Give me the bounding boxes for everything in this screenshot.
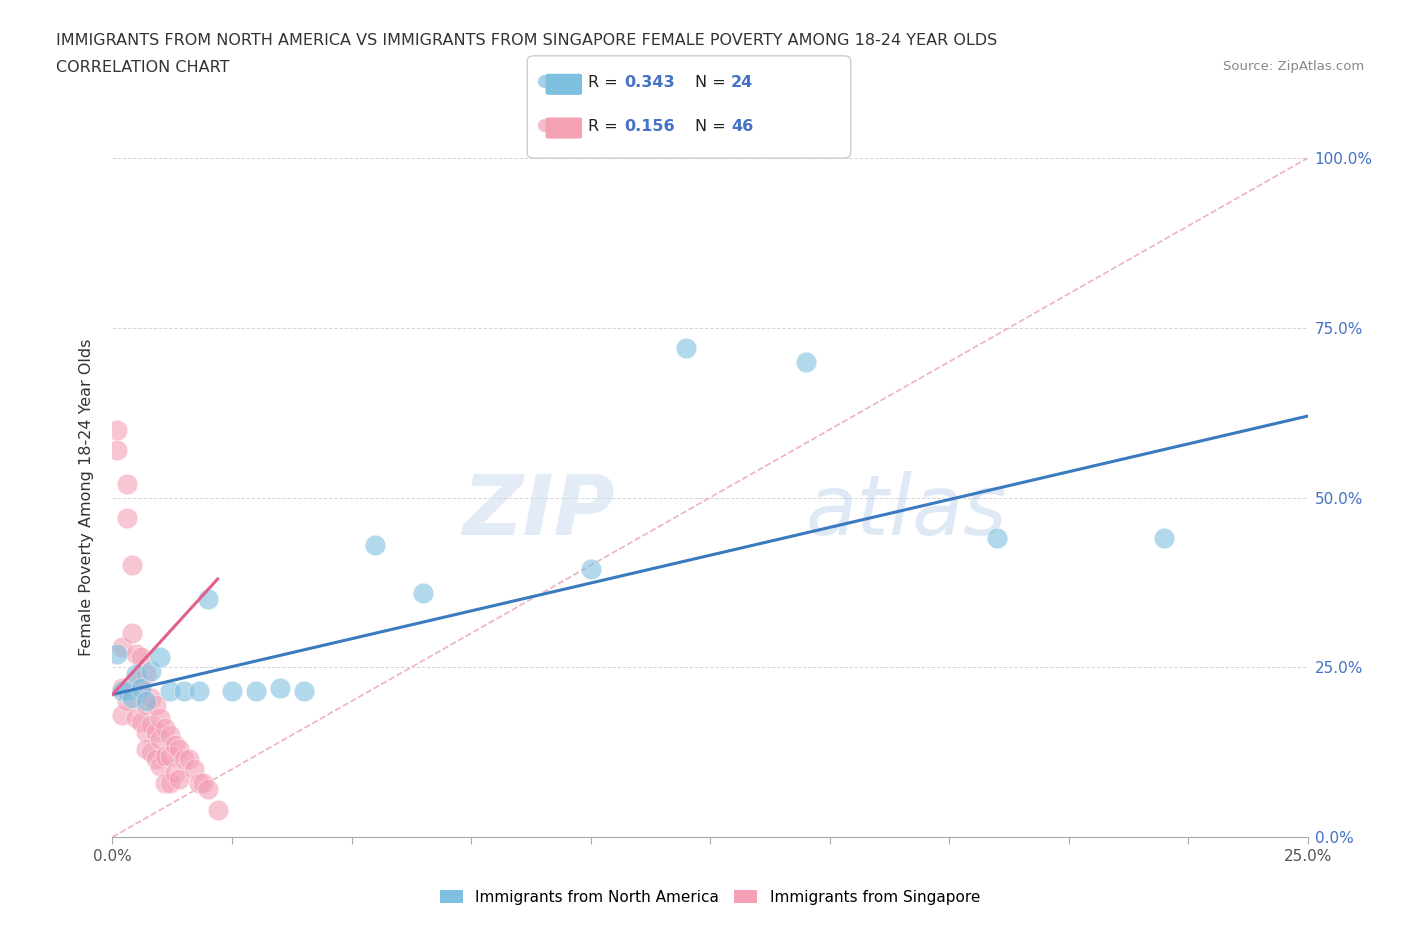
Point <box>193 776 215 790</box>
Point <box>111 708 134 723</box>
Text: ●: ● <box>536 115 550 134</box>
Point <box>115 694 138 709</box>
Point <box>125 646 148 661</box>
Text: CORRELATION CHART: CORRELATION CHART <box>56 60 229 75</box>
Point <box>129 684 152 698</box>
Point <box>292 684 315 698</box>
Point <box>173 684 195 698</box>
Point <box>121 626 143 641</box>
Point <box>145 751 167 766</box>
Point <box>149 711 172 725</box>
Legend: Immigrants from North America, Immigrants from Singapore: Immigrants from North America, Immigrant… <box>434 884 986 910</box>
Point <box>121 558 143 573</box>
Point <box>111 680 134 695</box>
Point <box>115 684 138 698</box>
Point <box>675 340 697 355</box>
Point <box>111 684 134 698</box>
Point <box>169 772 191 787</box>
Point <box>139 718 162 733</box>
Point <box>1153 531 1175 546</box>
Point <box>121 690 143 705</box>
Text: 46: 46 <box>731 119 754 134</box>
Point <box>115 476 138 491</box>
Point <box>135 667 157 682</box>
Point <box>129 680 152 695</box>
Point <box>159 684 181 698</box>
Point <box>149 758 172 773</box>
Point <box>207 803 229 817</box>
Point <box>139 745 162 760</box>
Point <box>125 711 148 725</box>
Point <box>245 684 267 698</box>
Point <box>153 748 176 763</box>
Text: ZIP: ZIP <box>461 471 614 551</box>
Text: R =: R = <box>588 75 623 90</box>
Text: N =: N = <box>695 119 731 134</box>
Point <box>145 698 167 712</box>
Text: 0.343: 0.343 <box>624 75 675 90</box>
Point <box>135 698 157 712</box>
Text: IMMIGRANTS FROM NORTH AMERICA VS IMMIGRANTS FROM SINGAPORE FEMALE POVERTY AMONG : IMMIGRANTS FROM NORTH AMERICA VS IMMIGRA… <box>56 33 997 47</box>
Point <box>139 663 162 678</box>
Point <box>163 737 186 752</box>
Point <box>125 667 148 682</box>
Point <box>183 762 205 777</box>
Point <box>159 727 181 742</box>
Point <box>187 776 209 790</box>
Point <box>129 650 152 665</box>
Point <box>111 640 134 655</box>
Y-axis label: Female Poverty Among 18-24 Year Olds: Female Poverty Among 18-24 Year Olds <box>79 339 94 657</box>
Point <box>221 684 243 698</box>
Text: ●: ● <box>536 72 550 90</box>
Point <box>125 673 148 688</box>
Point <box>149 731 172 746</box>
Point <box>115 511 138 525</box>
Point <box>145 724 167 739</box>
Point <box>159 748 181 763</box>
Text: atlas: atlas <box>806 471 1007 551</box>
Text: N =: N = <box>695 75 731 90</box>
Point <box>159 776 181 790</box>
Point <box>105 422 128 437</box>
Text: 0.156: 0.156 <box>624 119 675 134</box>
Point <box>364 538 387 552</box>
Text: 24: 24 <box>731 75 754 90</box>
Point <box>986 531 1008 546</box>
Point <box>139 690 162 705</box>
Text: R =: R = <box>588 119 623 134</box>
Point <box>153 721 176 736</box>
Point <box>197 782 219 797</box>
Point <box>197 592 219 607</box>
Point <box>153 776 176 790</box>
Point <box>269 680 291 695</box>
Point <box>169 741 191 756</box>
Text: Source: ZipAtlas.com: Source: ZipAtlas.com <box>1223 60 1364 73</box>
Point <box>129 714 152 729</box>
Point <box>149 650 172 665</box>
Point <box>177 751 200 766</box>
Point <box>135 741 157 756</box>
Point <box>579 562 602 577</box>
Point <box>135 724 157 739</box>
Point <box>163 765 186 780</box>
Point <box>135 694 157 709</box>
Point <box>187 684 209 698</box>
Point <box>173 751 195 766</box>
Point <box>105 443 128 458</box>
Point <box>105 646 128 661</box>
Point <box>794 354 817 369</box>
Point <box>412 585 434 600</box>
